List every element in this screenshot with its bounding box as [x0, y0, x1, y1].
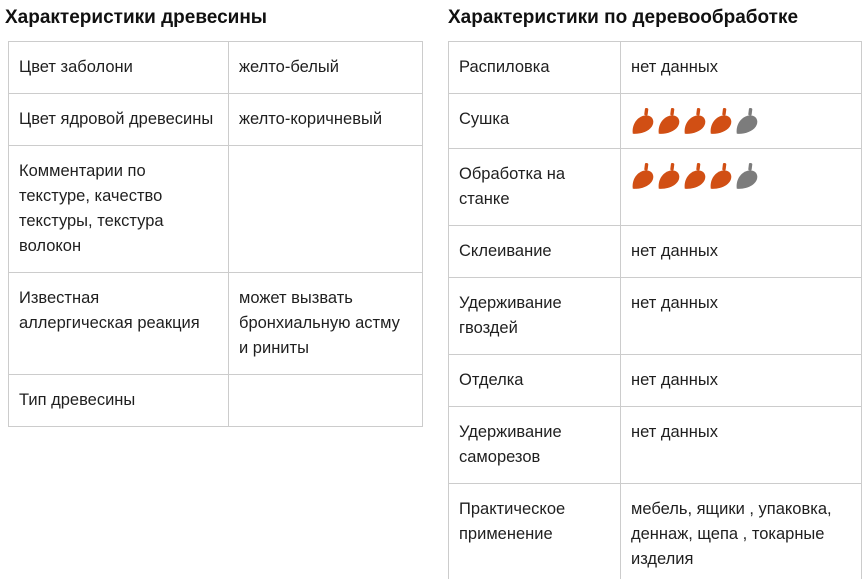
table-row: Отделка нет данных — [448, 354, 862, 407]
row-value: нет данных — [620, 225, 862, 278]
leaf-icon — [632, 108, 654, 134]
table-row: Цвет заболони желто-белый — [8, 41, 423, 94]
table-row: Удерживание гвоздей нет данных — [448, 277, 862, 355]
row-value: нет данных — [620, 41, 862, 94]
leaf-icon — [658, 108, 680, 134]
row-value: нет данных — [620, 277, 862, 355]
woodworking-characteristics-panel: Характеристики по деревообработке Распил… — [448, 7, 862, 579]
wood-characteristics-title: Характеристики древесины — [5, 7, 268, 28]
row-label: Комментарии по текстуре, качество тексту… — [8, 145, 229, 273]
row-label: Отделка — [448, 354, 621, 407]
table-row: Известная аллергическая реакция может вы… — [8, 272, 423, 375]
leaf-icon — [684, 163, 706, 189]
wood-characteristics-panel: Характеристики древесины Цвет заболони ж… — [5, 7, 423, 427]
leaf-icon — [710, 163, 732, 189]
row-label: Удерживание саморезов — [448, 406, 621, 484]
row-label: Практическое применение — [448, 483, 621, 579]
row-value: мебель, ящики , упаковка, деннаж, щепа ,… — [620, 483, 862, 579]
row-value: желто-белый — [228, 41, 423, 94]
leaf-icon — [632, 163, 654, 189]
row-value: желто-коричневый — [228, 93, 423, 146]
table-row: Сушка — [448, 93, 862, 149]
row-value: может вызвать бронхиальную астму и ринит… — [228, 272, 423, 375]
row-label: Сушка — [448, 93, 621, 149]
row-label: Цвет заболони — [8, 41, 229, 94]
row-label: Удерживание гвоздей — [448, 277, 621, 355]
table-row: Обработка на станке — [448, 148, 862, 226]
row-label: Распиловка — [448, 41, 621, 94]
row-label: Тип древесины — [8, 374, 229, 427]
leaf-icon — [710, 108, 732, 134]
leaf-icon — [658, 163, 680, 189]
row-label: Цвет ядровой древесины — [8, 93, 229, 146]
row-value: нет данных — [620, 354, 862, 407]
table-row: Распиловка нет данных — [448, 41, 862, 94]
woodworking-characteristics-title: Характеристики по деревообработке — [448, 7, 799, 28]
wood-characteristics-table: Цвет заболони желто-белый Цвет ядровой д… — [8, 41, 423, 427]
leaf-icon — [736, 108, 758, 134]
row-value — [620, 93, 862, 149]
leaf-icon — [736, 163, 758, 189]
rating-leaves — [631, 162, 849, 190]
table-row: Склеивание нет данных — [448, 225, 862, 278]
table-row: Тип древесины — [8, 374, 423, 427]
table-row: Цвет ядровой древесины желто-коричневый — [8, 93, 423, 146]
row-label: Обработка на станке — [448, 148, 621, 226]
row-label: Склеивание — [448, 225, 621, 278]
row-value — [228, 145, 423, 273]
table-row: Комментарии по текстуре, качество тексту… — [8, 145, 423, 273]
leaf-icon — [684, 108, 706, 134]
woodworking-characteristics-table: Распиловка нет данных Сушка Обрабо — [448, 41, 862, 579]
table-row: Практическое применение мебель, ящики , … — [448, 483, 862, 579]
row-value — [228, 374, 423, 427]
row-label: Известная аллергическая реакция — [8, 272, 229, 375]
row-value — [620, 148, 862, 226]
rating-leaves — [631, 107, 849, 135]
table-row: Удерживание саморезов нет данных — [448, 406, 862, 484]
row-value: нет данных — [620, 406, 862, 484]
